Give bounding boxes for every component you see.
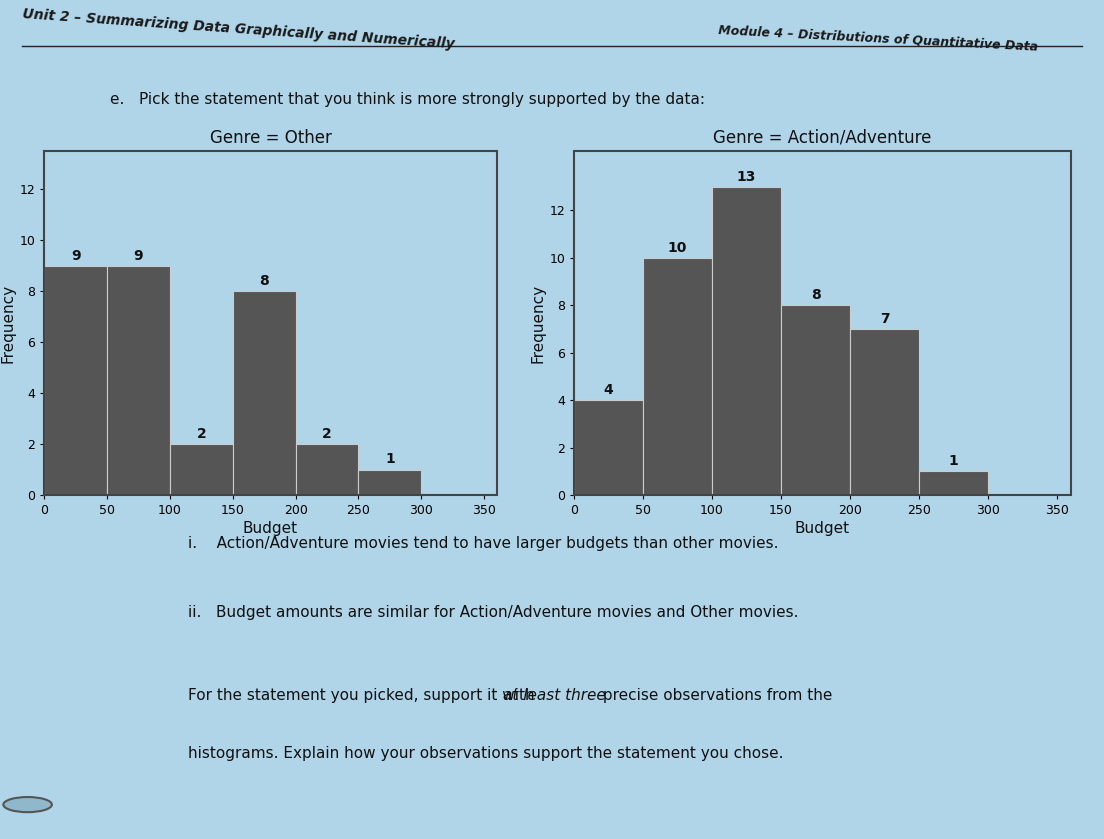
Y-axis label: Frequency: Frequency [530,284,545,362]
Circle shape [3,797,52,812]
Bar [44,266,107,495]
Text: 13: 13 [736,169,756,184]
Text: 2: 2 [322,427,332,441]
Text: Unit 2 – Summarizing Data Graphically and Numerically: Unit 2 – Summarizing Data Graphically an… [22,7,455,51]
Text: precise observations from the: precise observations from the [598,688,832,702]
Text: 1: 1 [385,452,395,466]
Text: 9: 9 [134,248,144,263]
Bar [781,305,850,495]
X-axis label: Budget: Budget [243,521,298,536]
Text: For the statement you picked, support it with: For the statement you picked, support it… [188,688,539,702]
X-axis label: Budget: Budget [795,521,850,536]
Bar [233,291,296,495]
Text: 10: 10 [668,241,688,255]
Text: i.    Action/Adventure movies tend to have larger budgets than other movies.: i. Action/Adventure movies tend to have … [188,536,778,551]
Bar [643,258,712,495]
Text: Module 4 – Distributions of Quantitative Data: Module 4 – Distributions of Quantitative… [718,23,1038,53]
Title: Genre = Action/Adventure: Genre = Action/Adventure [713,128,932,147]
Bar [170,444,233,495]
Bar [850,329,919,495]
Bar [296,444,359,495]
Bar [712,186,782,495]
Bar [574,400,643,495]
Title: Genre = Other: Genre = Other [210,128,331,147]
Bar [107,266,170,495]
Text: 7: 7 [880,312,890,326]
Y-axis label: Frequency: Frequency [0,284,15,362]
Bar [919,472,988,495]
Text: 1: 1 [948,455,958,468]
Text: 2: 2 [197,427,206,441]
Text: ii.   Budget amounts are similar for Action/Adventure movies and Other movies.: ii. Budget amounts are similar for Actio… [188,605,798,620]
Text: 8: 8 [810,289,820,302]
Bar [359,470,422,495]
Text: e.   Pick the statement that you think is more strongly supported by the data:: e. Pick the statement that you think is … [110,92,705,107]
Text: 8: 8 [259,274,269,288]
Text: 4: 4 [604,383,614,398]
Text: 9: 9 [71,248,81,263]
Text: at least three: at least three [502,688,605,702]
Text: histograms. Explain how your observations support the statement you chose.: histograms. Explain how your observation… [188,746,783,761]
